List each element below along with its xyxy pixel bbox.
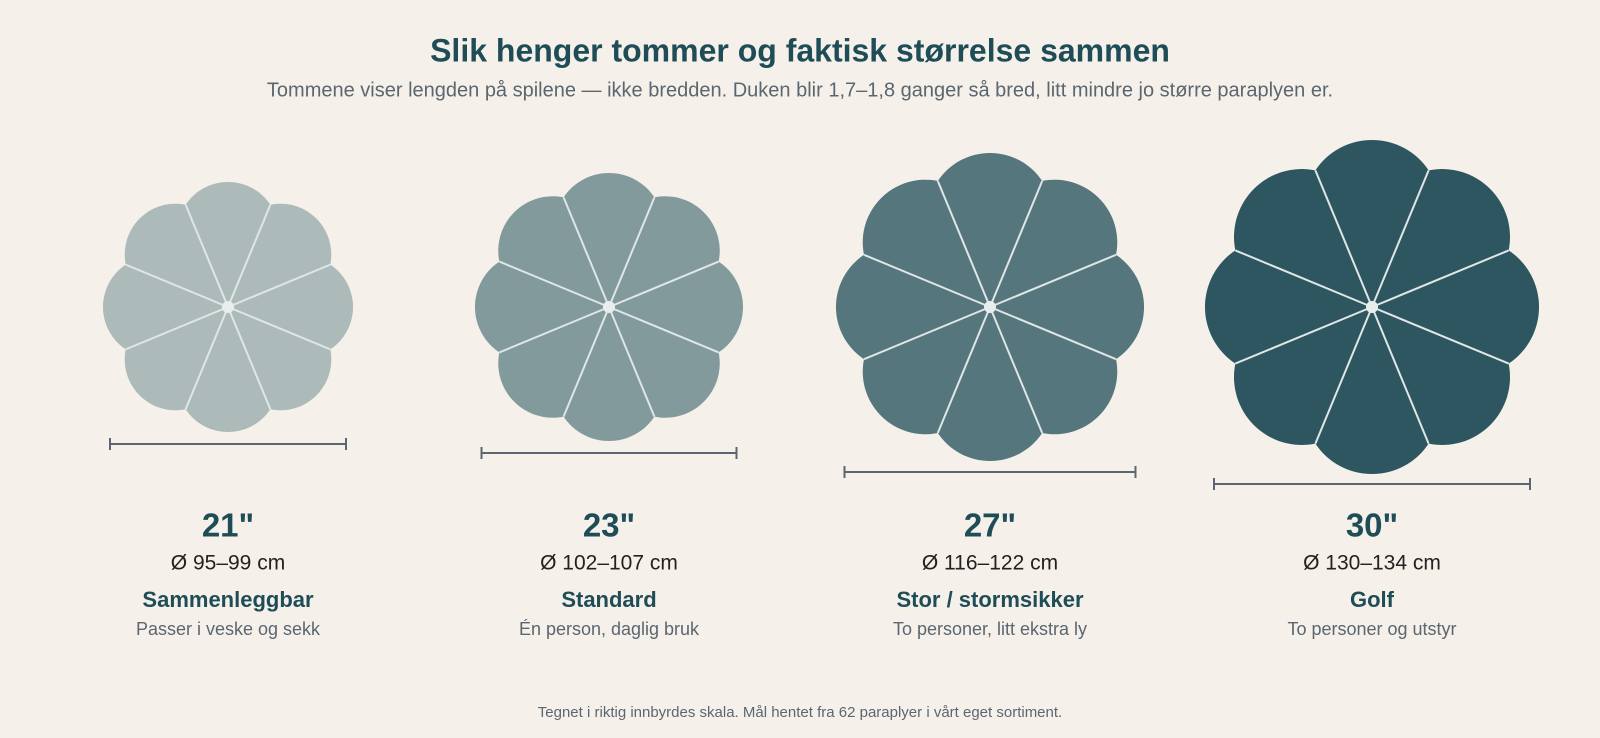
umbrella-rib	[936, 180, 991, 308]
model-name: Stor / stormsikker	[896, 587, 1084, 612]
umbrella-rib	[863, 253, 991, 308]
diameter-label: Ø 95–99 cm	[171, 552, 285, 575]
title: Slik henger tommer og faktisk størrelse …	[430, 32, 1170, 68]
umbrella-tip	[984, 301, 996, 313]
umbrella-rib	[227, 204, 272, 308]
umbrella-rib	[1371, 249, 1510, 308]
umbrella-rib	[1234, 249, 1373, 308]
umbrella-rib	[1371, 169, 1430, 308]
umbrella-rib	[125, 306, 229, 351]
umbrella-tip	[222, 301, 234, 313]
model-name: Golf	[1350, 587, 1395, 612]
model-description: Én person, daglig bruk	[519, 619, 700, 639]
umbrella-rib	[1234, 306, 1373, 365]
umbrella-rib	[989, 180, 1044, 308]
umbrella-rib	[227, 263, 331, 308]
umbrella-rib	[863, 306, 991, 361]
diameter-label: Ø 102–107 cm	[540, 552, 678, 575]
umbrella-rib	[562, 306, 610, 418]
umbrella-rib	[1371, 306, 1430, 445]
umbrella-rib	[1314, 169, 1373, 308]
model-name: Standard	[561, 587, 656, 612]
umbrella-rib	[989, 253, 1117, 308]
umbrella-rib	[1314, 306, 1373, 445]
model-description: To personer og utstyr	[1287, 619, 1456, 639]
size-label: 30"	[1346, 507, 1398, 544]
umbrella-rib	[1371, 306, 1510, 365]
model-name: Sammenleggbar	[142, 587, 314, 612]
umbrella-rib	[608, 260, 720, 308]
umbrella-rib	[125, 263, 229, 308]
umbrella-rib	[184, 306, 229, 410]
diameter-label: Ø 130–134 cm	[1303, 552, 1441, 575]
umbrella-rib	[498, 306, 610, 354]
umbrella-rib	[608, 306, 656, 418]
umbrella-rib	[184, 204, 229, 308]
umbrella-rib	[608, 196, 656, 308]
umbrella-rib	[498, 260, 610, 308]
subtitle: Tommene viser lengden på spilene — ikke …	[267, 79, 1333, 101]
umbrella-rib	[608, 306, 720, 354]
umbrella-rib	[227, 306, 272, 410]
footnote: Tegnet i riktig innbyrdes skala. Mål hen…	[538, 704, 1062, 721]
model-description: To personer, litt ekstra ly	[893, 619, 1087, 639]
umbrella-rib	[562, 196, 610, 308]
umbrella-rib	[936, 306, 991, 434]
umbrella-tip	[1366, 301, 1378, 313]
diameter-label: Ø 116–122 cm	[922, 552, 1058, 575]
size-label: 21"	[202, 507, 254, 544]
umbrella-tip	[603, 301, 615, 313]
size-label: 27"	[964, 507, 1016, 544]
umbrella-rib	[227, 306, 331, 351]
model-description: Passer i veske og sekk	[136, 619, 321, 639]
umbrella-rib	[989, 306, 1117, 361]
size-label: 23"	[583, 507, 635, 544]
umbrella-rib	[989, 306, 1044, 434]
